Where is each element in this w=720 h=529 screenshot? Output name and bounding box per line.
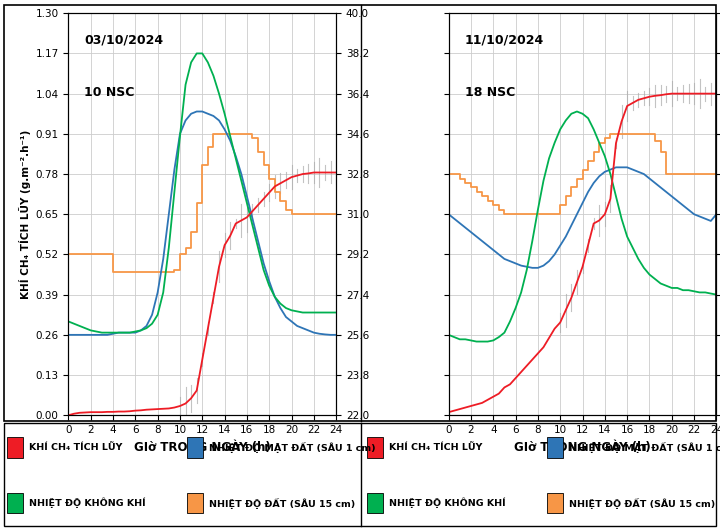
Text: 03/10/2024: 03/10/2024: [84, 33, 163, 47]
X-axis label: GIờ TRONG NGÀY (h): GIờ TRONG NGÀY (h): [134, 441, 271, 453]
Text: 10 NSC: 10 NSC: [84, 86, 135, 98]
Text: NHIỆT ĐỘ ĐẤT (SÂU 15 cm): NHIỆT ĐỘ ĐẤT (SÂU 15 cm): [209, 498, 355, 508]
Text: NHIỆT ĐỘ MẶT ĐẤT (SÂU 1 cm): NHIỆT ĐỘ MẶT ĐẤT (SÂU 1 cm): [569, 442, 720, 453]
Text: KHÍ CH₄ TÍCH LŨY: KHÍ CH₄ TÍCH LŨY: [389, 443, 482, 452]
X-axis label: GIờ TRONG NGÀY (h): GIờ TRONG NGÀY (h): [514, 441, 651, 453]
Text: KHÍ CH₄ TÍCH LŨY: KHÍ CH₄ TÍCH LŨY: [29, 443, 122, 452]
Text: NHIỆT ĐỘ KHÔNG KHÍ: NHIỆT ĐỘ KHÔNG KHÍ: [29, 498, 145, 508]
Text: NHIỆT ĐỘ ĐẤT (SÂU 15 cm): NHIỆT ĐỘ ĐẤT (SÂU 15 cm): [569, 498, 715, 508]
Y-axis label: KHÍ CH₄ TÍCH LŨY (g.m⁻².h⁻¹): KHÍ CH₄ TÍCH LŨY (g.m⁻².h⁻¹): [19, 130, 31, 299]
Text: NHIỆT ĐỘ KHÔNG KHÍ: NHIỆT ĐỘ KHÔNG KHÍ: [389, 498, 505, 508]
Text: NHIỆT ĐỘ MẶT ĐẤT (SÂU 1 cm): NHIỆT ĐỘ MẶT ĐẤT (SÂU 1 cm): [209, 442, 375, 453]
Text: 11/10/2024: 11/10/2024: [464, 33, 544, 47]
Text: 18 NSC: 18 NSC: [464, 86, 515, 98]
